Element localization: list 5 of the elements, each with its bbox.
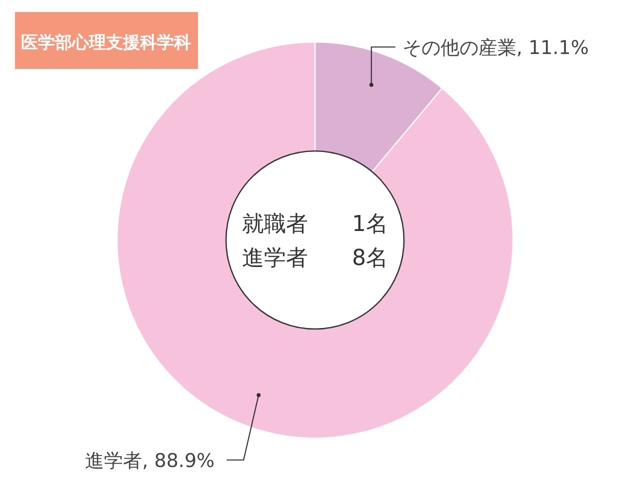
- text: 就職者 1名: [242, 212, 388, 237]
- text: 進学者 8名: [242, 246, 388, 271]
- chart-title: 医学部心理支援科学科: [21, 33, 191, 53]
- slice-label: 進学者, 88.9%: [85, 450, 215, 472]
- slice-label: その他の産業, 11.1%: [402, 37, 589, 59]
